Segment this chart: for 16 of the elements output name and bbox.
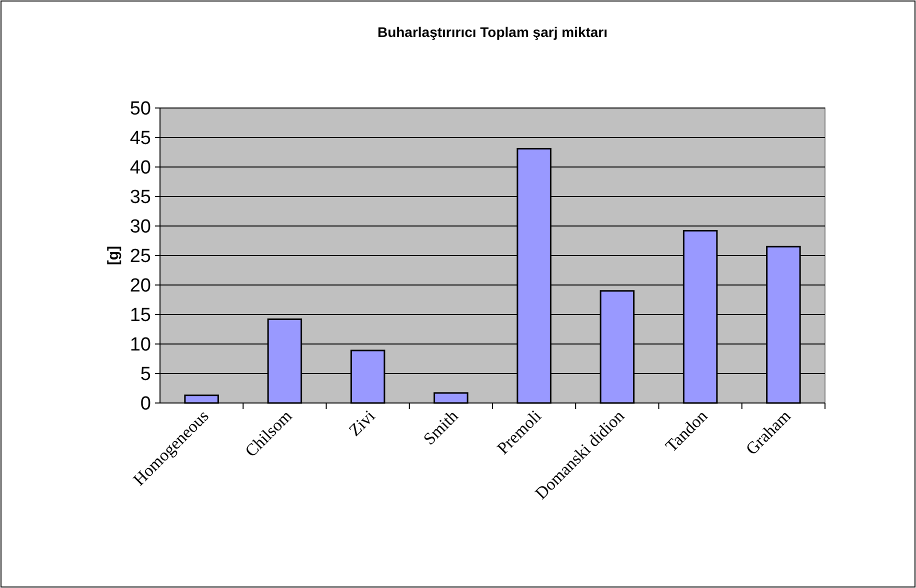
y-tick-label: 20 — [130, 276, 151, 297]
y-tick-label: 40 — [130, 158, 151, 179]
y-tick-label: 10 — [130, 334, 151, 356]
bar — [184, 394, 219, 404]
y-tick-label: 0 — [140, 394, 151, 415]
y-tick-label: 45 — [130, 128, 151, 150]
y-tick-label: 25 — [130, 246, 151, 268]
y-tick-label: 5 — [140, 364, 151, 386]
y-axis-title: [g] — [105, 246, 122, 266]
chart-title: Buharlaştırırıcı Toplam şarj miktarı — [377, 24, 608, 40]
bar — [434, 392, 468, 404]
y-tick-label: 35 — [130, 187, 151, 208]
y-tick-label: 50 — [130, 98, 151, 120]
y-tick-label: 30 — [130, 216, 151, 238]
x-tick-label: Zivi — [345, 406, 379, 440]
y-tick-label: 15 — [130, 305, 151, 326]
